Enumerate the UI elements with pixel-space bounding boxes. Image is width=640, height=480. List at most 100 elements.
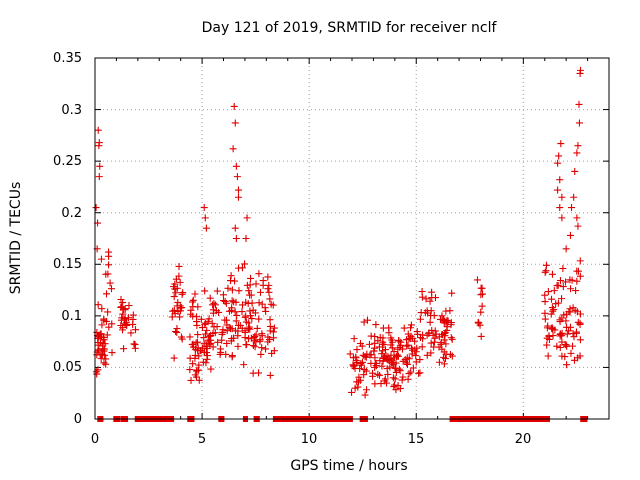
data-point [574, 267, 582, 275]
data-point [545, 336, 553, 344]
data-point [576, 257, 584, 265]
data-point [252, 280, 260, 288]
data-point [238, 301, 246, 309]
data-point [195, 361, 203, 369]
data-point [423, 351, 431, 359]
data-point [209, 343, 217, 351]
data-point [259, 281, 267, 289]
data-point [412, 352, 420, 360]
data-point [105, 248, 113, 256]
data-point [94, 301, 102, 309]
data-point [388, 338, 396, 346]
data-point [223, 339, 231, 347]
data-point [264, 285, 272, 293]
data-point [192, 339, 200, 347]
data-point [247, 291, 255, 299]
data-point [175, 272, 183, 280]
data-point [169, 307, 177, 315]
data-point [213, 287, 221, 295]
data-point [235, 287, 243, 295]
data-point [93, 370, 101, 378]
data-point [403, 359, 411, 367]
data-point [179, 289, 187, 297]
data-point [391, 375, 399, 383]
data-point [170, 354, 178, 362]
data-point [209, 309, 217, 317]
data-point [413, 344, 421, 352]
data-point [266, 327, 274, 335]
data-point [349, 361, 357, 369]
data-point [197, 315, 205, 323]
data-point [230, 298, 238, 306]
data-point [428, 288, 436, 296]
data-point [228, 353, 236, 361]
data-point [234, 321, 242, 329]
data-point [473, 276, 481, 284]
data-point [219, 326, 227, 334]
x-axis-label: GPS time / hours [290, 458, 407, 474]
data-point [131, 326, 139, 334]
data-point [379, 357, 387, 365]
data-point [120, 345, 128, 353]
data-point [542, 267, 550, 275]
data-point [227, 272, 235, 280]
data-point [387, 334, 395, 342]
data-point [443, 326, 451, 334]
data-point [378, 362, 386, 370]
data-point [442, 350, 450, 358]
data-point [448, 335, 456, 343]
data-point [556, 318, 564, 326]
data-point [573, 328, 581, 336]
data-point [430, 343, 438, 351]
data-point [427, 307, 435, 315]
data-point [418, 343, 426, 351]
data-point [187, 376, 195, 384]
data-point [250, 334, 258, 342]
data-point [201, 348, 208, 356]
data-point [202, 359, 210, 367]
data-point [394, 345, 402, 353]
data-point [541, 291, 549, 299]
data-point [234, 193, 242, 201]
data-point [426, 318, 434, 326]
data-point [477, 332, 485, 340]
data-point [246, 312, 254, 320]
data-point [565, 327, 573, 335]
data-point [367, 351, 375, 359]
data-point [210, 323, 218, 331]
data-point [395, 337, 403, 345]
y-axis-label: SRMTID / TECUs [8, 182, 24, 295]
data-point [407, 368, 415, 376]
y-tick-label-02: 0.2 [61, 206, 82, 221]
data-point [270, 324, 278, 332]
data-point [242, 318, 250, 326]
data-point [107, 285, 115, 293]
data-point [443, 316, 451, 324]
data-point [396, 384, 404, 392]
data-point [576, 336, 584, 344]
data-point [567, 349, 575, 357]
data-point [210, 299, 218, 307]
data-point [350, 335, 358, 343]
data-point [346, 350, 354, 358]
data-point [125, 302, 133, 310]
data-point [416, 315, 424, 323]
data-point [561, 341, 569, 349]
data-point [262, 307, 270, 315]
data-point [117, 295, 125, 303]
x-tick-label-10: 10 [301, 432, 318, 447]
data-point [566, 231, 574, 239]
data-point [202, 330, 210, 338]
data-point [381, 377, 389, 385]
data-point [130, 340, 138, 348]
data-point [203, 326, 211, 334]
data-point [379, 347, 387, 355]
data-point [390, 381, 398, 389]
data-point [203, 355, 211, 363]
data-point [390, 348, 398, 356]
data-point [238, 264, 246, 272]
data-point [119, 326, 127, 334]
data-point [572, 287, 580, 295]
y-tick-labels: 0 0.05 0.1 0.15 0.2 0.25 0.3 0.35 [53, 51, 82, 427]
